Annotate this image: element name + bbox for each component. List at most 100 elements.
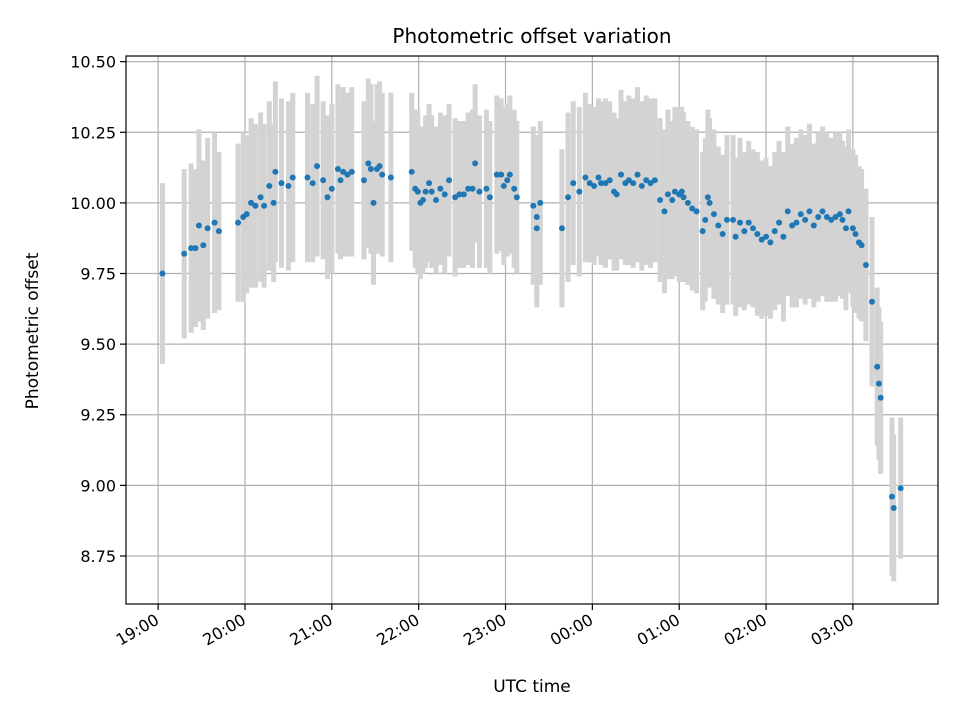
data-point [376, 163, 383, 170]
data-point [272, 168, 279, 175]
data-point [750, 225, 757, 232]
data-point [877, 394, 884, 401]
data-point [469, 185, 476, 192]
data-point [836, 211, 843, 218]
data-point [414, 188, 421, 195]
data-point [261, 202, 268, 209]
data-point [741, 228, 748, 235]
data-point [204, 225, 211, 232]
data-point [408, 168, 415, 175]
data-point [810, 222, 817, 229]
data-point [815, 214, 822, 221]
data-point [266, 182, 273, 189]
data-point [858, 242, 865, 249]
data-point [634, 171, 641, 178]
data-point [344, 171, 351, 178]
y-axis-label: Photometric offset [23, 252, 43, 409]
data-point [736, 219, 743, 226]
plot-frame [125, 55, 939, 605]
data-point [897, 485, 904, 492]
data-point [780, 233, 787, 240]
data-point [252, 202, 259, 209]
data-point [314, 163, 321, 170]
data-point [465, 185, 472, 192]
data-point [472, 160, 479, 167]
data-point [776, 219, 783, 226]
y-axis: 8.75 9.00 9.25 9.50 9.75 10.00 10.25 10.50 [70, 53, 126, 566]
data-point [433, 197, 440, 204]
data-point [651, 177, 658, 184]
data-point [360, 177, 367, 184]
data-point [460, 191, 467, 198]
data-point [693, 208, 700, 215]
data-point [570, 180, 577, 187]
data-point [533, 214, 540, 221]
data-point [537, 199, 544, 206]
data-point [819, 208, 826, 215]
data-point [715, 222, 722, 229]
data-point [704, 194, 711, 201]
data-point [576, 188, 583, 195]
data-point [793, 219, 800, 226]
data-point [684, 199, 691, 206]
data-point [890, 504, 897, 511]
y-tick-label: 9.75 [80, 265, 116, 284]
data-point [823, 214, 830, 221]
data-point [745, 219, 752, 226]
data-point [211, 219, 218, 226]
data-point [664, 191, 671, 198]
data-point [159, 270, 166, 277]
data-point [387, 174, 394, 181]
data-point [706, 199, 713, 206]
data-point [320, 177, 327, 184]
y-tick-label: 8.75 [80, 547, 116, 566]
y-tick-label: 9.25 [80, 406, 116, 425]
data-point [533, 225, 540, 232]
data-points [159, 160, 904, 511]
y-tick-label: 10.25 [70, 123, 116, 142]
data-point [504, 177, 511, 184]
data-point [558, 225, 565, 232]
data-point [476, 188, 483, 195]
data-point [719, 230, 726, 237]
data-point [235, 219, 242, 226]
data-point [498, 171, 505, 178]
data-point [771, 228, 778, 235]
data-point [181, 250, 188, 257]
data-point [456, 191, 463, 198]
data-point [304, 174, 311, 181]
data-point [591, 182, 598, 189]
data-point [643, 177, 650, 184]
data-point [324, 194, 331, 201]
data-point [763, 233, 770, 240]
data-point [874, 363, 881, 370]
data-point [669, 197, 676, 204]
data-point [680, 194, 687, 201]
data-point [370, 199, 377, 206]
data-point [802, 216, 809, 223]
data-point [702, 216, 709, 223]
data-point [285, 182, 292, 189]
data-point [200, 242, 207, 249]
data-point [586, 180, 593, 187]
data-point [797, 211, 804, 218]
data-point [754, 230, 761, 237]
data-point [842, 225, 849, 232]
data-point [565, 194, 572, 201]
data-point [832, 214, 839, 221]
data-point [730, 216, 737, 223]
data-point [452, 194, 459, 201]
data-point [671, 188, 678, 195]
data-point [598, 180, 605, 187]
data-point [806, 208, 813, 215]
data-point [289, 174, 296, 181]
data-point [849, 225, 856, 232]
data-point [243, 211, 250, 218]
data-point [630, 180, 637, 187]
data-point [828, 216, 835, 223]
x-axis-label: UTC time [493, 677, 571, 697]
data-point [328, 185, 335, 192]
data-point [506, 171, 513, 178]
data-point [868, 298, 875, 305]
data-point [699, 228, 706, 235]
